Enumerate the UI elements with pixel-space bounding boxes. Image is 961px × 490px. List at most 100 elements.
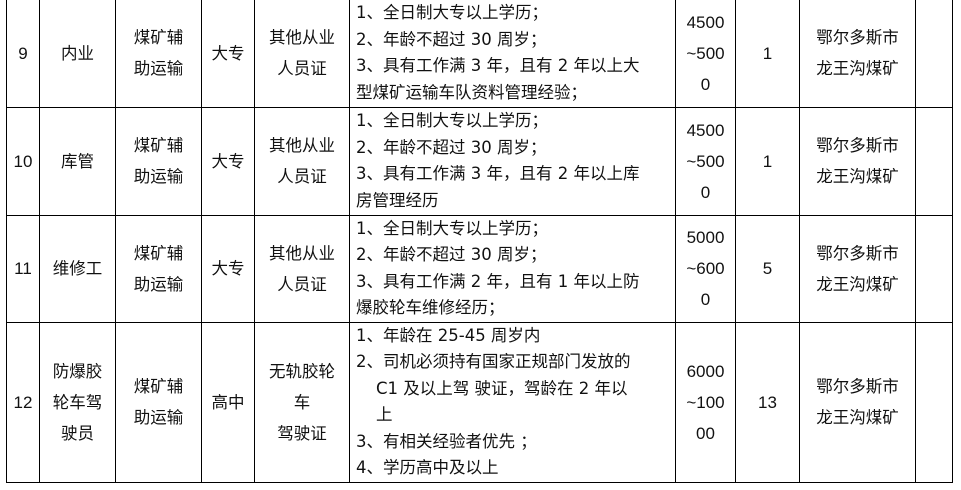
salary-cell: 4500 ~500 0 bbox=[675, 0, 736, 108]
category-cell: 煤矿辅 助运输 bbox=[115, 0, 202, 108]
location-line: 龙王沟煤矿 bbox=[816, 167, 899, 186]
table-row: 10 库管 煤矿辅 助运输 大专 其他从业 人员证 1、全日制大专以上学历； 2、年龄… bbox=[6, 106, 953, 216]
table-row: 12 防爆胶轮车驾驶员 煤矿辅助运输 高中 无轨胶轮车驾驶证 1、年龄在 25-… bbox=[6, 321, 953, 483]
requirement-line: 1、全日制大专以上学历； bbox=[356, 218, 548, 238]
position-line: 轮车驾 bbox=[52, 392, 103, 412]
salary-line: 00 bbox=[696, 423, 715, 443]
category-line: 助运输 bbox=[133, 408, 184, 427]
requirement-line: 上 bbox=[376, 405, 393, 424]
education: 高中 bbox=[211, 392, 245, 412]
salary-cell: 5000 ~600 0 bbox=[675, 214, 736, 323]
location-line: 龙王沟煤矿 bbox=[816, 274, 899, 294]
position: 内业 bbox=[61, 43, 94, 63]
requirements-cell: 1、全日制大专以上学历； 2、年龄不超过 30 周岁； 3、具有工作满 3 年，且有… bbox=[349, 0, 676, 108]
category-line: 助运输 bbox=[133, 274, 184, 294]
note-cell bbox=[915, 321, 953, 483]
requirement-line: 2、年龄不超过 30 周岁； bbox=[356, 29, 547, 49]
certificate-line: 人员证 bbox=[277, 59, 327, 79]
requirement-line: C1 及以上驾 驶证，驾龄在 2 年以 bbox=[376, 378, 628, 398]
location-line: 鄂尔多斯市 bbox=[816, 377, 899, 396]
certificate-line: 车 bbox=[293, 392, 311, 412]
requirements-cell: 1、全日制大专以上学历； 2、年龄不超过 30 周岁； 3、具有工作满 2 年，且有… bbox=[349, 214, 676, 323]
note-cell bbox=[915, 106, 953, 216]
category-line: 煤矿辅 bbox=[133, 243, 184, 263]
requirement-line: 1、年龄在 25-45 周岁内 bbox=[356, 325, 541, 345]
category-line: 煤矿辅 bbox=[133, 28, 184, 48]
location-line: 鄂尔多斯市 bbox=[816, 243, 899, 263]
row-number: 11 bbox=[6, 214, 40, 323]
salary-cell: 6000 ~100 00 bbox=[675, 321, 736, 483]
salary-line: 4500 bbox=[686, 12, 725, 32]
education: 大专 bbox=[211, 259, 245, 278]
education-cell: 大专 bbox=[201, 214, 255, 323]
position-line: 防爆胶 bbox=[52, 361, 103, 381]
position: 库管 bbox=[61, 151, 94, 171]
requirement-line: 3、具有工作满 3 年，且有 2 年以上库 bbox=[356, 164, 640, 183]
location-line: 鄂尔多斯市 bbox=[816, 136, 899, 155]
job-table: 9 内业 煤矿辅 助运输 大专 其他从业 人员证 1、全日制大专以上学历； 2、年龄不… bbox=[6, 0, 953, 483]
salary-line: 0 bbox=[700, 290, 711, 309]
certificate-cell: 无轨胶轮车驾驶证 bbox=[254, 321, 350, 483]
certificate-line: 其他从业 bbox=[269, 136, 335, 155]
category-line: 助运输 bbox=[133, 167, 184, 186]
table-row: 11 维修工 煤矿辅 助运输 大专 其他从业 人员证 1、全日制大专以上学历； 2、年… bbox=[6, 214, 953, 323]
location-cell: 鄂尔多斯市龙王沟煤矿 bbox=[799, 214, 916, 323]
position-cell: 防爆胶 轮车驾 驶员 bbox=[39, 321, 116, 483]
salary-line: ~100 bbox=[686, 392, 725, 412]
category-cell: 煤矿辅 助运输 bbox=[115, 214, 202, 323]
education-cell: 大专 bbox=[201, 106, 255, 216]
salary-line: ~600 bbox=[686, 259, 725, 278]
certificate-cell: 其他从业 人员证 bbox=[254, 0, 350, 108]
salary-line: 0 bbox=[700, 182, 711, 202]
position-cell: 内业 bbox=[39, 0, 116, 108]
certificate-cell: 其他从业 人员证 bbox=[254, 106, 350, 216]
table-row: 9 内业 煤矿辅助运输 大专 其他从业 人员证 1、全日制大专以上学历； 2、年龄不… bbox=[6, 0, 953, 108]
certificate-line: 人员证 bbox=[277, 274, 327, 294]
requirement-line: 3、具有工作满 2 年，且有 1 年以上防 bbox=[356, 271, 640, 291]
requirement-line: 2、司机必须持有国家正规部门发放的 bbox=[356, 352, 631, 371]
headcount-cell: 13 bbox=[735, 321, 800, 483]
row-number: 9 bbox=[6, 0, 40, 108]
education: 大专 bbox=[211, 43, 245, 63]
position-cell: 库管 bbox=[39, 106, 116, 216]
category-line: 煤矿辅 bbox=[133, 377, 184, 396]
location-line: 龙王沟煤矿 bbox=[816, 408, 899, 427]
row-number: 10 bbox=[6, 106, 40, 216]
position: 维修工 bbox=[52, 259, 103, 278]
requirement-line: 3、有相关经验者优先 ； bbox=[356, 431, 537, 451]
headcount-cell: 1 bbox=[735, 0, 800, 108]
requirements-cell: 1、全日制大专以上学历； 2、年龄不超过 30 周岁； 3、具有工作满 3 年，且有… bbox=[349, 106, 676, 216]
position-line: 驶员 bbox=[61, 423, 94, 443]
salary-line: 6000 bbox=[686, 361, 725, 381]
requirement-line: 2、年龄不超过 30 周岁； bbox=[356, 137, 547, 157]
location-line: 鄂尔多斯市 bbox=[816, 28, 899, 48]
salary-line: 0 bbox=[700, 74, 711, 94]
requirement-line: 2、年龄不超过 30 周岁； bbox=[356, 245, 547, 264]
requirement-line: 1、全日制大专以上学历； bbox=[356, 111, 548, 130]
category-line: 助运输 bbox=[133, 59, 184, 79]
category-cell: 煤矿辅 助运输 bbox=[115, 106, 202, 216]
requirement-line: 4、学历高中及以上 bbox=[356, 458, 499, 477]
location-cell: 鄂尔多斯市龙王沟煤矿 bbox=[799, 0, 916, 108]
certificate-line: 人员证 bbox=[277, 167, 327, 186]
location-line: 龙王沟煤矿 bbox=[816, 59, 899, 79]
location-cell: 鄂尔多斯市龙王沟煤矿 bbox=[799, 106, 916, 216]
requirement-line: 1、全日制大专以上学历； bbox=[356, 3, 548, 23]
category-cell: 煤矿辅 助运输 bbox=[115, 321, 202, 483]
requirement-line: 爆胶轮车维修经历； bbox=[356, 298, 505, 317]
position-cell: 维修工 bbox=[39, 214, 116, 323]
note-cell bbox=[915, 214, 953, 323]
salary-line: 4500 bbox=[686, 120, 725, 140]
education: 大专 bbox=[211, 151, 245, 171]
salary-cell: 4500 ~500 0 bbox=[675, 106, 736, 216]
requirement-line: 型煤矿运输车队资料管理经验； bbox=[356, 82, 587, 102]
requirements-cell: 1、年龄在 25-45 周岁内 2、司机必须持有国家正规部门发放的 C1 及以上驾 … bbox=[349, 321, 676, 483]
certificate-line: 无轨胶轮 bbox=[269, 361, 335, 381]
certificate-line: 驾驶证 bbox=[277, 423, 327, 443]
salary-line: 5000 bbox=[686, 228, 725, 247]
note-cell bbox=[915, 0, 953, 108]
row-number: 12 bbox=[6, 321, 40, 483]
education-cell: 高中 bbox=[201, 321, 255, 483]
headcount-cell: 1 bbox=[735, 106, 800, 216]
location-cell: 鄂尔多斯市龙王沟煤矿 bbox=[799, 321, 916, 483]
